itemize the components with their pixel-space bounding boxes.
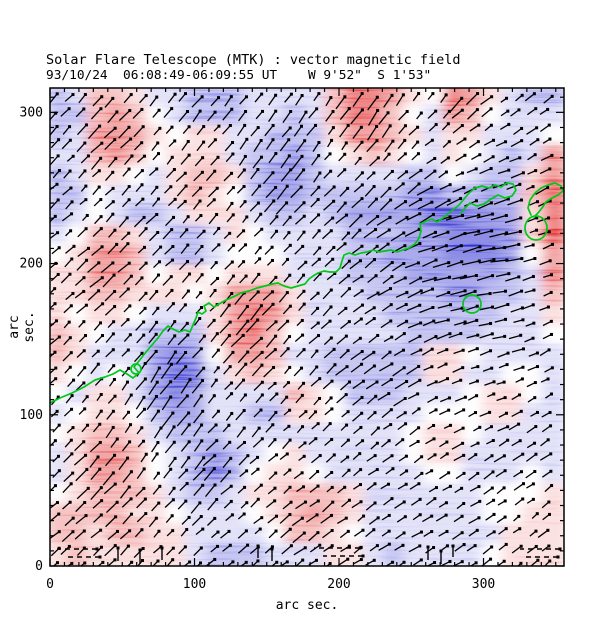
neutral-line (50, 182, 564, 404)
svg-text:200: 200 (327, 577, 350, 592)
svg-text:300: 300 (20, 105, 43, 120)
svg-text:100: 100 (183, 577, 206, 592)
x-axis-label: arc sec. (275, 598, 339, 613)
axes-frame (49, 87, 565, 567)
svg-text:300: 300 (472, 577, 495, 592)
tick-labels: 0 100 200 300 0 100 200 300 (20, 105, 496, 592)
figure-subtitle: 93/10/24 06:08:49-06:09:55 UT W 9'52" S … (46, 68, 432, 83)
figure-title: Solar Flare Telescope (MTK) : vector mag… (46, 52, 461, 68)
svg-text:100: 100 (20, 408, 43, 423)
svg-text:0: 0 (46, 577, 54, 592)
svg-text:0: 0 (35, 559, 43, 574)
y-axis-label: arc sec. (7, 311, 37, 343)
svg-text:200: 200 (20, 257, 43, 272)
